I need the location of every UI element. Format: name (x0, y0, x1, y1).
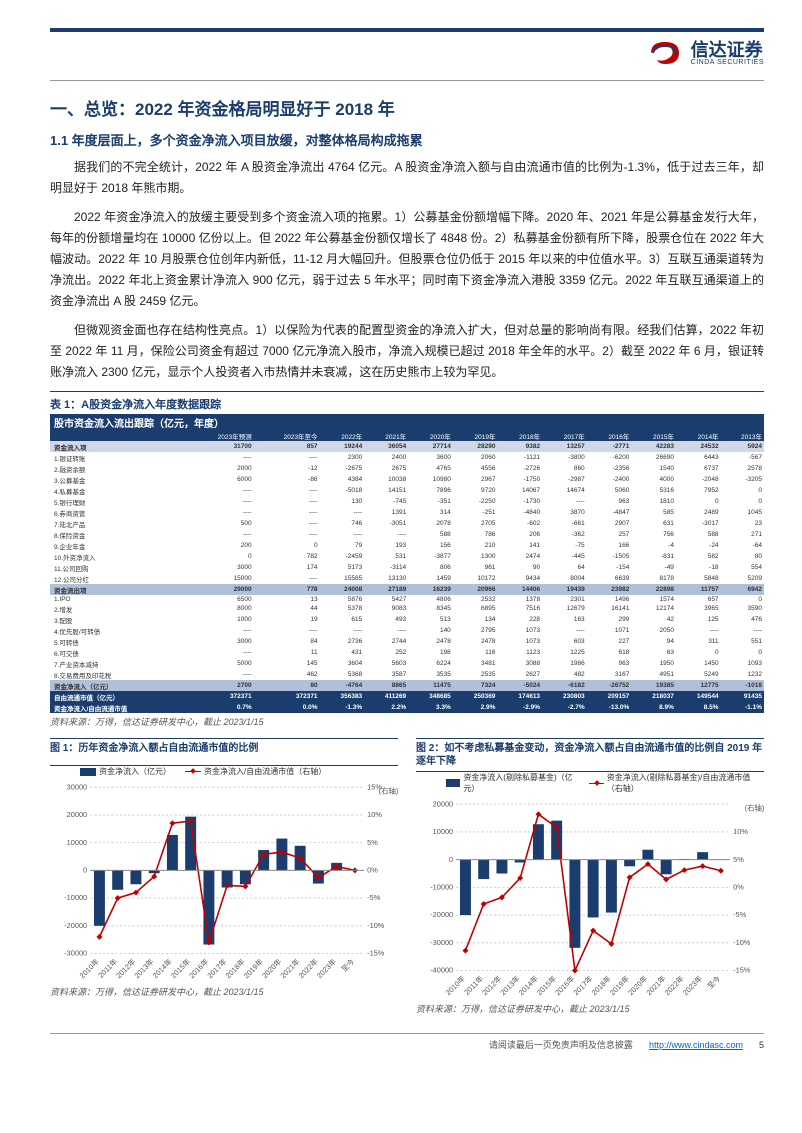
svg-text:10000: 10000 (67, 838, 87, 847)
table-row: 6.可交债----11431252198116112312256186300 (50, 647, 764, 658)
svg-text:-5%: -5% (733, 910, 747, 919)
svg-text:2023年: 2023年 (681, 974, 705, 998)
logo: 信达证券 CINDA SECURITIES (645, 36, 764, 70)
svg-text:至今: 至今 (706, 974, 723, 991)
table-row: 2.融资余额2000-12-2675267547654556-2726860-2… (50, 463, 764, 474)
table-row: 资金净流入（亿元）270080-47648865114757324-5024-6… (50, 680, 764, 691)
svg-text:0%: 0% (733, 882, 744, 891)
svg-text:-5%: -5% (367, 893, 381, 902)
legend-line-icon (185, 771, 201, 772)
chart1-title: 图 1：历年资金净流入额占自由流通市值的比例 (50, 738, 398, 766)
chart2-title: 图 2：如不考虑私募基金变动，资金净流入额占自由流通市值的比例自 2019 年逐… (416, 738, 764, 772)
svg-text:20000: 20000 (67, 810, 87, 819)
svg-text:2010年: 2010年 (78, 957, 102, 981)
footer-link[interactable]: http://www.cindasc.com (649, 1040, 743, 1050)
table-row: 7.产业资本减持50001453604560362243481308819869… (50, 658, 764, 669)
section-heading-1: 一、总览：2022 年资金格局明显好于 2018 年 (50, 95, 764, 120)
paragraph-1: 据我们的不完全统计，2022 年 A 股资金净流出 4764 亿元。A 股资金净… (50, 157, 764, 199)
table-row: 7.陆北产品500----746-305120782705-602-661290… (50, 518, 764, 529)
logo-sub: CINDA SECURITIES (691, 59, 764, 66)
svg-text:至今: 至今 (340, 957, 357, 974)
table-title: 表 1：A股资金净流入年度数据跟踪 (50, 391, 764, 412)
svg-text:-15%: -15% (733, 966, 751, 975)
table-row: 8.保险资金----------------588786206-36225775… (50, 529, 764, 540)
svg-text:(右轴): (右轴) (745, 804, 764, 813)
table-row: 资金净流入/自由流通市值0.7%0.0%-1.3%2.2%3.3%2.9%-2.… (50, 702, 764, 713)
svg-text:5%: 5% (733, 855, 744, 864)
svg-text:10%: 10% (733, 827, 748, 836)
svg-text:30000: 30000 (67, 783, 87, 791)
fund-flow-table: 股市资金流入流出跟踪（亿元，年度） 2023年预测2023年至今2022年202… (50, 414, 764, 713)
svg-text:-20000: -20000 (64, 921, 87, 930)
chart1-canvas: -30000 -15% -20000 -10% -10000 -5% 0 0% 10000 5% 2… (50, 783, 398, 983)
chart1-legend: 资金净流入（亿元） 资金净流入/自由流通市值（右轴） (50, 766, 398, 777)
footer: 请阅读最后一页免责声明及信息披露 http://www.cindasc.com … (50, 1033, 764, 1051)
paragraph-3: 但微观资金面也存在结构性亮点。1）以保险为代表的配置型资金的净流入扩大，但对总量… (50, 320, 764, 383)
svg-text:-30000: -30000 (64, 949, 87, 958)
header: 信达证券 CINDA SECURITIES (50, 32, 764, 81)
svg-text:(右轴): (右轴) (379, 787, 398, 796)
legend-line-icon (589, 783, 603, 784)
chart1-source: 资料来源：万得，信达证券研发中心，截止 2023/1/15 (50, 985, 398, 998)
table-row: 3.公募基金6000-86438410038109802967-1750-298… (50, 474, 764, 485)
table-row: 1.银证转账--------2300240036002060-1121-3800… (50, 452, 764, 463)
svg-text:10000: 10000 (433, 827, 453, 836)
table-row: 2.增发800044537890838345689575161267916141… (50, 603, 764, 614)
table-row: 8.交易费用及印花税----46253683587353525352627482… (50, 669, 764, 680)
table-row: 1.IPO65001358765427480625321378230114961… (50, 595, 764, 603)
svg-text:-10%: -10% (733, 938, 751, 947)
table-row: 5.可转债30008427362744247824781073603227943… (50, 636, 764, 647)
chart2-source: 资料来源：万得，信达证券研发中心，截止 2023/1/15 (416, 1002, 764, 1015)
table-row: 4.优先股/可转债----------------14027951073----… (50, 625, 764, 636)
svg-text:-10000: -10000 (430, 882, 453, 891)
table-row: 资金流出项29000778240082718916239209661440619… (50, 584, 764, 595)
chart1-legend-bar: 资金净流入（亿元） (99, 766, 171, 777)
table-row: 9.企业年金200079193156210141-75166-4-24-64 (50, 540, 764, 551)
svg-text:2010年: 2010年 (444, 974, 468, 998)
svg-text:-10%: -10% (367, 921, 385, 930)
table-row: 自由流通市值（亿元）372371372371356383411269348685… (50, 691, 764, 702)
chart2-legend: 资金净流入(剔除私募基金)（亿元） 资金净流入(剔除私募基金)/自由流通市值（右… (416, 772, 764, 794)
chart1-legend-line: 资金净流入/自由流通市值（右轴） (204, 766, 326, 777)
svg-text:2023年: 2023年 (315, 957, 339, 981)
table-row: 3.配股10001961549351313422816329942125476 (50, 614, 764, 625)
paragraph-2: 2022 年资金净流入的放缓主要受到多个资金流入项的拖累。1）公募基金份额增幅下… (50, 207, 764, 312)
legend-bar-icon (446, 779, 460, 787)
table-row: 10.外资净流入0782-2459531-387713002474-445-15… (50, 551, 764, 562)
svg-text:0%: 0% (367, 865, 378, 874)
table-row: 11.公司回购30001745173-31148069619064-154-49… (50, 562, 764, 573)
svg-text:-10000: -10000 (64, 893, 87, 902)
logo-swirl-icon (645, 36, 685, 70)
chart2-canvas: -40000 -15% -30000 -10% -20000 -5% -10000 0% 0 5%… (416, 800, 764, 1000)
svg-text:-30000: -30000 (430, 938, 453, 947)
section-heading-2: 1.1 年度层面上，多个资金净流入项目放缓，对整体格局构成拖累 (50, 130, 764, 149)
legend-bar-icon (80, 768, 96, 776)
table-row: 6.券商资管------------1391314-251-48403870-4… (50, 507, 764, 518)
chart2-legend-bar: 资金净流入(剔除私募基金)（亿元） (463, 772, 575, 794)
logo-name: 信达证券 (691, 41, 764, 59)
svg-text:5%: 5% (367, 838, 378, 847)
footer-text: 请阅读最后一页免责声明及信息披露 (489, 1038, 633, 1051)
chart2-legend-line: 资金净流入(剔除私募基金)/自由流通市值（右轴） (607, 772, 764, 794)
table-header-main: 股市资金流入流出跟踪（亿元，年度） (50, 414, 764, 430)
svg-text:20000: 20000 (433, 800, 453, 808)
table-source: 资料来源：万得，信达证券研发中心，截止 2023/1/15 (50, 715, 764, 728)
table-row: 12.公司分红15000----155851313014591017294348… (50, 573, 764, 584)
svg-text:-20000: -20000 (430, 910, 453, 919)
table-row: 5.银行理财--------130-745-351-2250-1730----9… (50, 496, 764, 507)
svg-text:10%: 10% (367, 810, 382, 819)
table-row: 资金流入项31700857192443605427714282909382132… (50, 441, 764, 452)
table-row: 4.私募基金---------5018141517896972014067146… (50, 485, 764, 496)
svg-text:0: 0 (449, 855, 453, 864)
svg-text:-15%: -15% (367, 949, 385, 958)
svg-text:0: 0 (83, 865, 87, 874)
svg-text:-40000: -40000 (430, 966, 453, 975)
page-number: 5 (759, 1040, 764, 1050)
